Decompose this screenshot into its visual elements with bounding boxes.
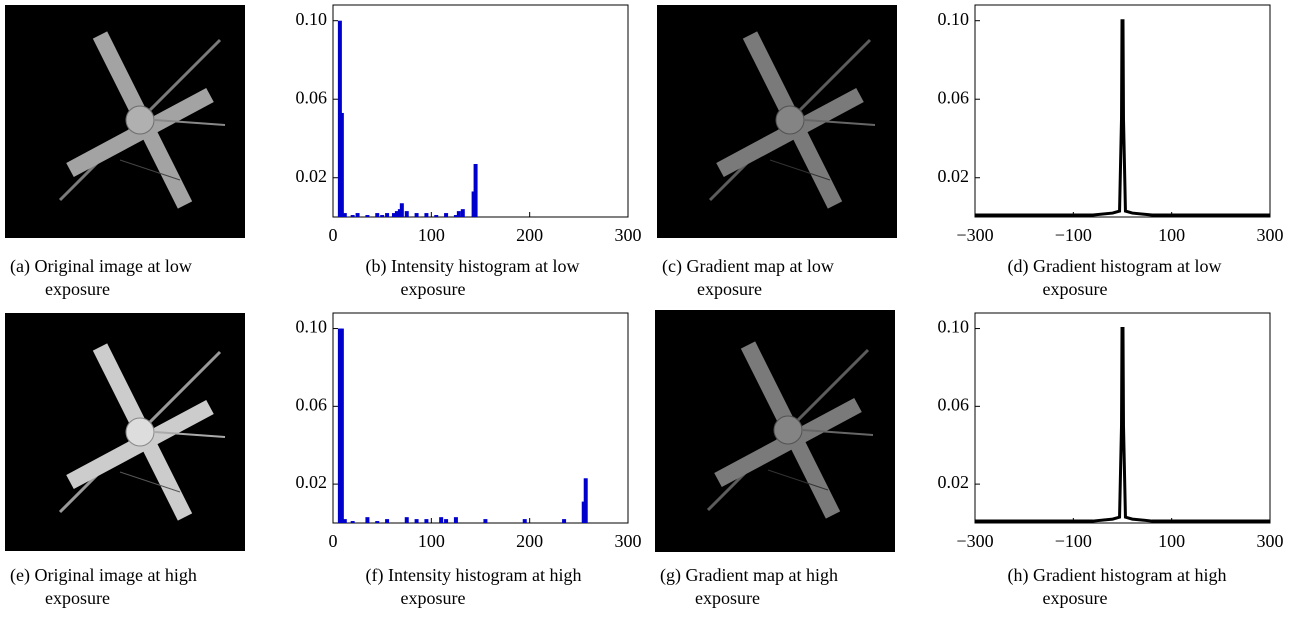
caption: (f) Intensity histogram at high <box>366 565 582 586</box>
bar <box>350 215 355 217</box>
y-tick-label: 0.06 <box>296 87 328 107</box>
y-tick-label: 0.10 <box>938 317 970 337</box>
bar <box>399 203 404 217</box>
x-tick-label: 300 <box>615 225 642 245</box>
x-tick-label: 100 <box>1158 225 1185 245</box>
caption: (a) Original image at low <box>10 256 192 277</box>
histogram-line <box>975 19 1270 217</box>
caption: (e) Original image at high <box>10 565 197 586</box>
bar <box>414 213 419 217</box>
x-tick-label: 100 <box>418 531 445 551</box>
caption: exposure <box>1043 279 1108 299</box>
bar <box>444 213 449 217</box>
caption: exposure <box>695 588 760 608</box>
bar <box>339 328 344 523</box>
x-tick-label: −300 <box>956 531 993 551</box>
bar <box>355 213 360 217</box>
y-tick-label: 0.06 <box>938 87 970 107</box>
image-a <box>5 5 245 238</box>
caption: exposure <box>401 588 466 608</box>
bar <box>473 164 478 217</box>
caption: (d) Gradient histogram at low <box>1008 256 1222 277</box>
bar <box>342 213 347 217</box>
x-tick-label: 200 <box>516 225 543 245</box>
x-tick-label: −100 <box>1055 531 1092 551</box>
bar <box>453 215 458 217</box>
bar <box>404 211 409 217</box>
bar <box>444 519 449 523</box>
caption: (h) Gradient histogram at high <box>1008 565 1227 586</box>
caption: exposure <box>401 279 466 299</box>
x-tick-label: 100 <box>418 225 445 245</box>
x-tick-label: 200 <box>516 531 543 551</box>
image-e <box>5 313 245 551</box>
bar <box>483 519 488 523</box>
plot-frame <box>974 4 1271 218</box>
bar <box>424 213 429 217</box>
bar <box>375 521 380 523</box>
bar <box>385 519 390 523</box>
bar <box>394 211 399 217</box>
y-tick-label: 0.10 <box>938 9 970 29</box>
bar <box>456 211 461 217</box>
x-tick-label: 300 <box>615 531 642 551</box>
bar <box>583 478 588 523</box>
y-tick-label: 0.02 <box>296 166 328 186</box>
y-tick-label: 0.06 <box>938 394 970 414</box>
bar <box>453 517 458 523</box>
y-tick-label: 0.02 <box>938 472 970 492</box>
x-tick-label: −100 <box>1055 225 1092 245</box>
bar <box>439 517 444 523</box>
bar <box>414 519 419 523</box>
bar <box>391 213 396 217</box>
y-tick-label: 0.10 <box>296 317 328 337</box>
caption: exposure <box>1043 588 1108 608</box>
bar <box>342 519 347 523</box>
bar <box>380 215 385 217</box>
x-tick-label: 300 <box>1257 225 1284 245</box>
bar <box>522 519 527 523</box>
plot-frame <box>974 312 1271 524</box>
bar <box>434 215 439 217</box>
x-tick-label: 0 <box>329 225 338 245</box>
bar <box>562 519 567 523</box>
plot-frame <box>332 312 629 524</box>
y-tick-label: 0.02 <box>938 166 970 186</box>
plot-frame <box>332 4 629 218</box>
y-tick-label: 0.02 <box>296 472 328 492</box>
bar <box>385 213 390 217</box>
image-c <box>657 5 897 238</box>
image-g <box>655 310 895 552</box>
y-tick-label: 0.10 <box>296 9 328 29</box>
bar <box>350 521 355 523</box>
caption: exposure <box>697 279 762 299</box>
caption: exposure <box>45 588 110 608</box>
bar <box>404 517 409 523</box>
caption: exposure <box>45 279 110 299</box>
histogram-line <box>975 327 1270 523</box>
x-tick-label: 100 <box>1158 531 1185 551</box>
x-tick-label: 0 <box>329 531 338 551</box>
caption: (g) Gradient map at high <box>660 565 838 586</box>
bar <box>339 112 344 217</box>
bar <box>424 519 429 523</box>
x-tick-label: 300 <box>1257 531 1284 551</box>
bar <box>460 209 465 217</box>
x-tick-label: −300 <box>956 225 993 245</box>
caption: (c) Gradient map at low <box>662 256 834 277</box>
bar <box>375 213 380 217</box>
bar <box>365 517 370 523</box>
y-tick-label: 0.06 <box>296 394 328 414</box>
caption: (b) Intensity histogram at low <box>366 256 580 277</box>
bar <box>365 215 370 217</box>
